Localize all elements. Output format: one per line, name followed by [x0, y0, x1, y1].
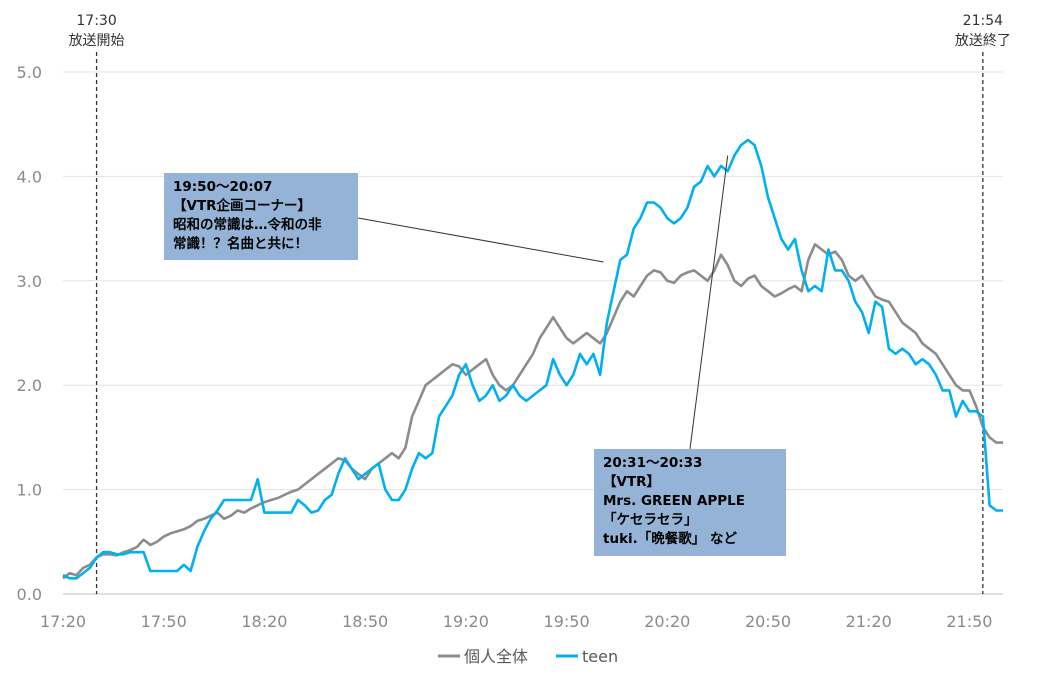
gridlines	[63, 71, 1003, 595]
callout-line: tuki.「晩餐歌」 など	[603, 531, 737, 547]
legend-label: teen	[582, 647, 618, 666]
y-tick-label: 0.0	[17, 585, 42, 604]
callout-leader-line	[357, 217, 604, 263]
x-tick-label: 19:20	[443, 612, 489, 631]
marker-event-label: 放送開始	[69, 33, 125, 49]
y-tick-label: 2.0	[17, 376, 42, 395]
callout-line: 昭和の常識は…令和の非	[173, 217, 322, 233]
callout-line: 【VTR企画コーナー】	[173, 198, 312, 214]
x-tick-label: 17:20	[40, 612, 86, 631]
y-tick-label: 1.0	[17, 481, 42, 500]
callout-leaders	[357, 155, 729, 450]
callout-line: 「ケセラセラ」	[603, 512, 698, 528]
callout-vtr-corner: 19:50～20:07 【VTR企画コーナー】 昭和の常識は…令和の非 常識！？…	[164, 173, 358, 260]
x-tick-label: 18:50	[342, 612, 388, 631]
callout-line: 常識！？名曲と共に！	[173, 236, 308, 252]
broadcast-markers: 17:30 放送開始 21:54 放送終了	[69, 13, 1011, 594]
series-line-all-persons	[62, 243, 1003, 580]
series-lines	[62, 138, 1003, 580]
callout-line: 20:31～20:33	[603, 455, 703, 471]
callout-line: 19:50～20:07	[173, 179, 273, 195]
legend-label: 個人全体	[464, 647, 528, 666]
legend: 個人全体 teen	[438, 647, 618, 666]
y-tick-label: 3.0	[17, 272, 42, 291]
callout-vtr-music: 20:31～20:33 【VTR】 Mrs. GREEN APPLE 「ケセラセ…	[594, 449, 786, 556]
x-tick-label: 18:20	[241, 612, 287, 631]
callout-leader-line	[689, 155, 729, 450]
series-line-teen	[62, 138, 1003, 580]
x-tick-label: 21:20	[846, 612, 892, 631]
x-tick-label: 21:50	[946, 612, 992, 631]
x-axis-ticks: 17:20 17:50 18:20 18:50 19:20 19:50 20:20 20:50…	[40, 612, 993, 631]
x-tick-label: 19:50	[544, 612, 590, 631]
callout-line: 【VTR】	[603, 474, 661, 490]
marker-time-label: 17:30	[76, 13, 116, 29]
x-tick-label: 17:50	[141, 612, 187, 631]
x-tick-label: 20:50	[745, 612, 791, 631]
marker-event-label: 放送終了	[955, 33, 1011, 49]
callout-line: Mrs. GREEN APPLE	[603, 493, 745, 509]
y-axis-ticks: 0.0 1.0 2.0 3.0 4.0 5.0	[17, 63, 42, 604]
x-tick-label: 20:20	[644, 612, 690, 631]
marker-time-label: 21:54	[963, 13, 1003, 29]
y-tick-label: 5.0	[17, 63, 42, 82]
y-tick-label: 4.0	[17, 167, 42, 186]
